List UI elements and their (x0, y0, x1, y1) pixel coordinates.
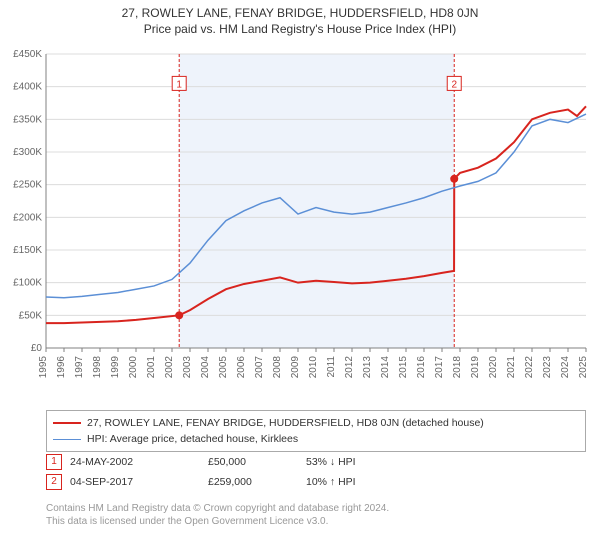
svg-text:1: 1 (176, 79, 182, 90)
svg-text:2015: 2015 (398, 356, 409, 379)
svg-text:2016: 2016 (416, 356, 427, 379)
svg-text:2008: 2008 (272, 356, 283, 379)
svg-text:1998: 1998 (92, 356, 103, 379)
title-block: 27, ROWLEY LANE, FENAY BRIDGE, HUDDERSFI… (0, 0, 600, 36)
legend-box: 27, ROWLEY LANE, FENAY BRIDGE, HUDDERSFI… (46, 410, 586, 452)
event-marker-2: 2 (46, 474, 62, 490)
svg-text:£150K: £150K (13, 245, 42, 256)
svg-text:2022: 2022 (524, 356, 535, 379)
chart-container: 27, ROWLEY LANE, FENAY BRIDGE, HUDDERSFI… (0, 0, 600, 560)
event-row-1: 1 24-MAY-2002 £50,000 53% ↓ HPI (46, 452, 586, 472)
svg-text:£250K: £250K (13, 180, 42, 191)
event-diff-1: 53% ↓ HPI (306, 456, 426, 468)
footer: Contains HM Land Registry data © Crown c… (46, 502, 586, 528)
svg-text:£350K: £350K (13, 114, 42, 125)
svg-text:£450K: £450K (13, 49, 42, 60)
price-chart: £0£50K£100K£150K£200K£250K£300K£350K£400… (46, 48, 586, 398)
event-price-1: £50,000 (208, 456, 298, 468)
svg-text:2003: 2003 (182, 356, 193, 379)
event-table: 1 24-MAY-2002 £50,000 53% ↓ HPI 2 04-SEP… (46, 452, 586, 492)
svg-text:2005: 2005 (218, 356, 229, 379)
svg-text:2024: 2024 (560, 356, 571, 379)
svg-text:2010: 2010 (308, 356, 319, 379)
event-price-2: £259,000 (208, 476, 298, 488)
event-diff-2: 10% ↑ HPI (306, 476, 426, 488)
svg-text:£200K: £200K (13, 212, 42, 223)
svg-text:2021: 2021 (506, 356, 517, 379)
svg-text:£400K: £400K (13, 82, 42, 93)
svg-text:2018: 2018 (452, 356, 463, 379)
svg-text:2009: 2009 (290, 356, 301, 379)
legend-label-2: HPI: Average price, detached house, Kirk… (87, 433, 298, 445)
svg-text:2023: 2023 (542, 356, 553, 379)
footer-line-2: This data is licensed under the Open Gov… (46, 515, 586, 528)
svg-text:2011: 2011 (326, 356, 337, 378)
svg-text:2006: 2006 (236, 356, 247, 379)
svg-text:2019: 2019 (470, 356, 481, 379)
svg-text:2004: 2004 (200, 356, 211, 379)
legend-row-1: 27, ROWLEY LANE, FENAY BRIDGE, HUDDERSFI… (53, 415, 579, 431)
svg-text:2: 2 (451, 79, 457, 90)
legend-label-1: 27, ROWLEY LANE, FENAY BRIDGE, HUDDERSFI… (87, 417, 484, 429)
svg-text:1999: 1999 (110, 356, 121, 379)
svg-text:2000: 2000 (128, 356, 139, 379)
event-row-2: 2 04-SEP-2017 £259,000 10% ↑ HPI (46, 472, 586, 492)
svg-text:2013: 2013 (362, 356, 373, 379)
svg-text:2020: 2020 (488, 356, 499, 379)
svg-text:2002: 2002 (164, 356, 175, 379)
svg-text:£50K: £50K (19, 310, 43, 321)
legend-row-2: HPI: Average price, detached house, Kirk… (53, 431, 579, 447)
event-marker-1: 1 (46, 454, 62, 470)
svg-text:£0: £0 (31, 343, 43, 354)
svg-text:£300K: £300K (13, 147, 42, 158)
title-line-2: Price paid vs. HM Land Registry's House … (0, 22, 600, 36)
event-date-1: 24-MAY-2002 (70, 456, 200, 468)
svg-text:£100K: £100K (13, 278, 42, 289)
svg-text:2007: 2007 (254, 356, 265, 379)
svg-text:2012: 2012 (344, 356, 355, 379)
legend-swatch-1 (53, 422, 81, 424)
svg-text:2025: 2025 (578, 356, 589, 379)
legend-swatch-2 (53, 439, 81, 440)
title-line-1: 27, ROWLEY LANE, FENAY BRIDGE, HUDDERSFI… (0, 6, 600, 20)
svg-text:1995: 1995 (38, 356, 49, 379)
footer-line-1: Contains HM Land Registry data © Crown c… (46, 502, 586, 515)
svg-text:2017: 2017 (434, 356, 445, 379)
svg-text:1996: 1996 (56, 356, 67, 379)
svg-text:2014: 2014 (380, 356, 391, 379)
event-date-2: 04-SEP-2017 (70, 476, 200, 488)
svg-text:1997: 1997 (74, 356, 85, 379)
svg-text:2001: 2001 (146, 356, 157, 379)
